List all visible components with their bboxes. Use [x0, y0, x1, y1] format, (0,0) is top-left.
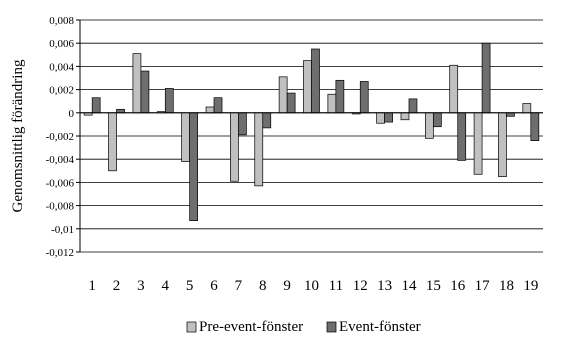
x-tick-label: 12: [353, 278, 368, 294]
x-tick-label: 15: [426, 278, 441, 294]
bar-pre-event-8: [254, 112, 264, 187]
y-tick-label: 0,008: [49, 15, 74, 27]
bar-event-18: [506, 112, 515, 117]
legend-label-0: Pre-event-fönster: [199, 319, 303, 335]
bar-pre-event-9: [278, 76, 288, 114]
x-tick-label: 2: [113, 278, 121, 294]
bar-event-1: [91, 97, 101, 114]
bar-pre-event-5: [181, 112, 191, 162]
bar-event-17: [481, 42, 491, 114]
y-tick-label: -0,012: [46, 247, 74, 259]
x-tick-label: 18: [499, 278, 514, 294]
bar-event-12: [359, 81, 369, 114]
legend-label-1: Event-fönster: [339, 319, 421, 335]
bar-event-7: [238, 112, 247, 136]
bar-pre-event-13: [376, 112, 385, 124]
bar-event-13: [384, 112, 393, 123]
y-tick-label: 0: [69, 108, 75, 120]
x-tick-label: 6: [210, 278, 218, 294]
bar-pre-event-11: [327, 93, 337, 114]
bar-pre-event-10: [303, 60, 312, 114]
bar-event-5: [189, 112, 199, 222]
bar-pre-event-7: [230, 112, 239, 182]
legend-swatch-0: [186, 321, 197, 333]
bar-pre-event-18: [498, 112, 507, 177]
x-tick-label: 1: [88, 278, 96, 294]
bar-pre-event-15: [424, 112, 434, 139]
bar-event-11: [335, 79, 345, 114]
bar-event-14: [408, 98, 418, 114]
y-tick-label: -0,01: [51, 224, 74, 236]
y-tick-label: -0,004: [46, 154, 75, 166]
bar-event-2: [116, 108, 125, 114]
x-tick-label: 14: [401, 278, 417, 294]
bar-event-9: [286, 92, 296, 114]
x-tick-label: 19: [523, 278, 538, 294]
y-axis-label: Genomsnittlig förändring: [10, 59, 26, 212]
bar-event-6: [213, 97, 223, 114]
gridlines: [76, 19, 543, 253]
bar-pre-event-17: [473, 112, 483, 175]
y-tick-label: -0,008: [46, 201, 75, 213]
bar-event-16: [457, 112, 467, 161]
x-tick-label: 10: [304, 278, 319, 294]
bar-event-10: [311, 48, 320, 114]
x-tick-label: 17: [475, 278, 491, 294]
x-tick-labels: 1 2 3 4 5 6 7 8 9 10 11 12 13 14 15 16 17 18 19: [88, 278, 538, 294]
bars: [83, 42, 540, 222]
bar-event-15: [432, 112, 442, 128]
y-tick-label: 0,004: [49, 61, 74, 73]
y-tick-label: -0,002: [46, 131, 74, 143]
y-tick-labels: 0,008 0,006 0,004 0,002 0 -0,002 -0,004 -0,006 -…: [46, 15, 75, 259]
x-tick-label: 13: [377, 278, 392, 294]
x-tick-label: 9: [283, 278, 291, 294]
x-tick-label: 4: [162, 278, 170, 294]
x-tick-label: 11: [329, 278, 343, 294]
y-tick-label: 0,006: [49, 38, 74, 50]
legend: Pre-event-fönster Event-fönster: [186, 319, 421, 335]
legend-swatch-1: [326, 321, 337, 333]
bar-pre-event-16: [449, 64, 459, 114]
bar-event-19: [530, 112, 540, 141]
x-tick-label: 3: [137, 278, 145, 294]
x-tick-label: 5: [186, 278, 194, 294]
x-tick-label: 16: [450, 278, 466, 294]
x-tick-label: 8: [259, 278, 267, 294]
bar-pre-event-19: [522, 103, 532, 114]
y-tick-label: -0,006: [46, 177, 75, 189]
bar-pre-event-3: [132, 53, 142, 114]
x-tick-label: 7: [235, 278, 243, 294]
bar-pre-event-14: [400, 112, 410, 121]
bar-event-8: [262, 112, 272, 129]
y-tick-label: 0,002: [49, 85, 74, 97]
bar-event-4: [164, 88, 174, 114]
bar-event-3: [140, 70, 150, 114]
bar-pre-event-6: [205, 106, 215, 114]
bar-pre-event-2: [108, 112, 117, 172]
